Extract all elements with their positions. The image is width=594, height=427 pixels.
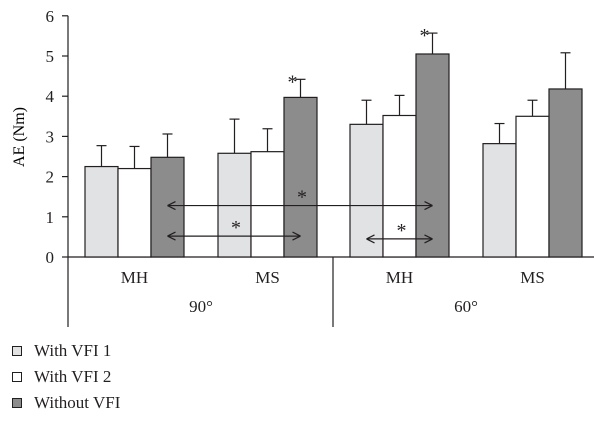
y-tick-label: 5 [46, 47, 55, 66]
y-tick-label: 2 [46, 168, 55, 187]
y-tick-label: 0 [46, 248, 55, 267]
y-tick-label: 1 [46, 208, 55, 227]
x-group-label: 60° [454, 297, 478, 316]
legend-item: Without VFI [12, 390, 120, 416]
y-tick-label: 3 [46, 127, 55, 146]
bar [117, 167, 152, 258]
legend-item: With VFI 2 [12, 364, 120, 390]
significance-star: * [420, 25, 430, 47]
x-category-label: MS [255, 268, 280, 287]
annotations: * * * * * [167, 25, 433, 244]
x-category-label: MH [121, 268, 148, 287]
x-group-label: 90° [189, 297, 213, 316]
legend-label: Without VFI [34, 393, 121, 412]
bar [150, 156, 185, 258]
arrow-head [366, 234, 375, 244]
y-tick-label: 6 [46, 7, 55, 26]
significance-star: * [397, 220, 407, 242]
bar [349, 123, 384, 258]
legend-label: With VFI 2 [34, 367, 112, 386]
bar [515, 115, 550, 258]
bar [283, 96, 318, 258]
y-axis-title: AE (Nm) [11, 107, 28, 167]
arrow-head [424, 201, 433, 211]
bar [415, 53, 450, 258]
y-tick-label: 4 [46, 87, 55, 106]
significance-star: * [231, 217, 241, 239]
arrow-head [292, 231, 301, 241]
legend-item: With VFI 1 [12, 338, 120, 364]
bar [84, 165, 119, 258]
arrow-head [167, 231, 176, 241]
bars [84, 32, 583, 258]
bar [548, 88, 583, 258]
arrow-head [424, 234, 433, 244]
x-category-label: MH [386, 268, 413, 287]
legend-swatch [12, 346, 22, 356]
bar [250, 151, 285, 258]
significance-star: * [288, 71, 298, 93]
significance-star: * [297, 187, 307, 209]
arrow-head [167, 201, 176, 211]
legend-swatch [12, 372, 22, 382]
legend: With VFI 1 With VFI 2 Without VFI [12, 338, 120, 416]
legend-label: With VFI 1 [34, 341, 112, 360]
legend-swatch [12, 398, 22, 408]
bar [482, 143, 517, 258]
x-category-label: MS [520, 268, 545, 287]
